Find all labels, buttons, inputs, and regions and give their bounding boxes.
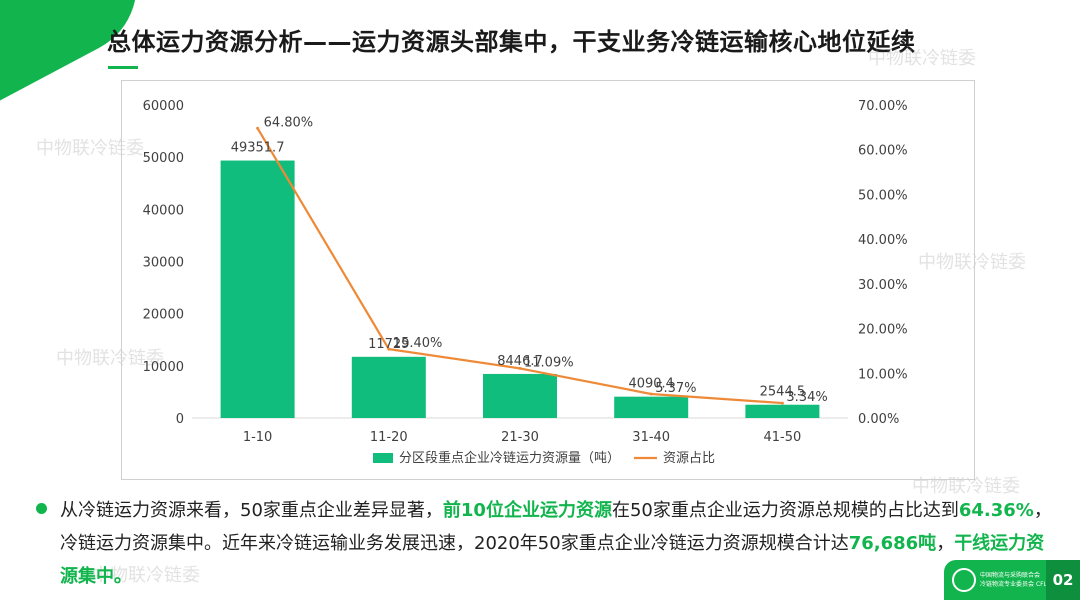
summary-text-1: 从冷链运力资源来看，50家重点企业差异显著， (60, 500, 443, 521)
y-left-tick-label: 0 (176, 412, 184, 427)
chart-frame (121, 80, 975, 480)
bar (483, 373, 557, 418)
y-right-tick-label: 70.00% (858, 99, 908, 114)
summary-highlight-4: 干线运力资源集中。 (60, 533, 1045, 587)
bar-data-label: 49351.7 (231, 141, 285, 156)
bar (745, 404, 820, 418)
bar (614, 396, 689, 418)
bar (220, 160, 295, 418)
bar-data-label: 11729 (368, 337, 409, 352)
y-left-tick-label: 60000 (143, 99, 184, 114)
y-right-tick-label: 20.00% (858, 323, 908, 338)
line-data-label: 11.09% (524, 355, 574, 370)
bullet-dot (36, 503, 47, 514)
bar-data-label: 8446.7 (497, 354, 543, 369)
summary-text-3: ，冷链运力资源集中。近年来冷链运输业务发展迅速，2020年50家重点企业冷链运力… (60, 500, 1052, 554)
logo-emblem-icon (952, 568, 976, 592)
combo-chart: 0 10000 20000 30000 40000 50000 60000 0.00% 10.0… (143, 99, 908, 466)
y-left-tick-label: 10000 (143, 360, 184, 375)
logo-text-line2: 冷链物流专业委员会 CFLP (980, 579, 1051, 588)
y-left-tick-label: 50000 (143, 151, 184, 166)
logo-text-line2a: 冷链物流专业委员会 (980, 581, 1035, 588)
bar (351, 356, 426, 418)
y-left-tick-label: 20000 (143, 308, 184, 323)
line-point (780, 401, 784, 405)
line-data-label: 64.80% (264, 115, 314, 130)
legend-label-bar: 分区段重点企业冷链运力资源量（吨） (399, 450, 620, 466)
cflp-logo: 中国物流与采购联合会 冷链物流专业委员会 CFLP (944, 560, 1051, 600)
summary-highlight-1: 前10位企业运力资源 (442, 500, 612, 521)
summary-highlight-2: 64.36% (958, 500, 1034, 521)
legend-swatch-bar (373, 453, 393, 463)
line-data-label: 5.37% (655, 381, 696, 396)
line-point (256, 126, 260, 130)
line-point (518, 366, 522, 370)
summary-highlight-3: 76,686吨 (848, 533, 937, 554)
summary-text-2: 在50家重点企业运力资源总规模的占比达到 (611, 500, 959, 521)
y-right-tick-label: 50.00% (858, 188, 908, 203)
bar-data-label: 2544.5 (760, 385, 806, 400)
legend-label-line: 资源占比 (663, 451, 715, 466)
logo-text-line3: CFLP (1035, 581, 1051, 588)
line-point (387, 347, 391, 351)
line-data-label: 3.34% (786, 390, 827, 405)
logo-text-line1: 中国物流与采购联合会 (980, 572, 1041, 579)
y-right-tick-label: 60.00% (858, 144, 908, 159)
line-point (649, 392, 653, 396)
y-right-tick-label: 0.00% (858, 412, 899, 427)
page-title: 总体运力资源分析——运力资源头部集中，干支业务冷链运输核心地位延续 (107, 28, 916, 56)
bar-data-label: 4090.4 (628, 377, 674, 392)
y-right-tick-label: 40.00% (858, 233, 908, 248)
x-tick-label: 11-20 (370, 430, 408, 445)
summary-text-4: ， (936, 533, 955, 554)
x-tick-label: 1-10 (243, 430, 273, 445)
y-right-tick-label: 30.00% (858, 278, 908, 293)
x-tick-label: 21-30 (501, 430, 539, 445)
line-data-label: 15.40% (393, 336, 443, 351)
y-left-tick-label: 30000 (143, 256, 184, 271)
y-left-tick-label: 40000 (143, 203, 184, 218)
title-underline (108, 66, 138, 69)
page-number: 02 (1046, 560, 1080, 600)
x-tick-label: 31-40 (632, 430, 670, 445)
x-tick-label: 41-50 (764, 430, 802, 445)
y-right-tick-label: 10.00% (858, 367, 908, 382)
summary-paragraph: 从冷链运力资源来看，50家重点企业差异显著，前10位企业运力资源在50家重点企业… (60, 494, 1060, 593)
